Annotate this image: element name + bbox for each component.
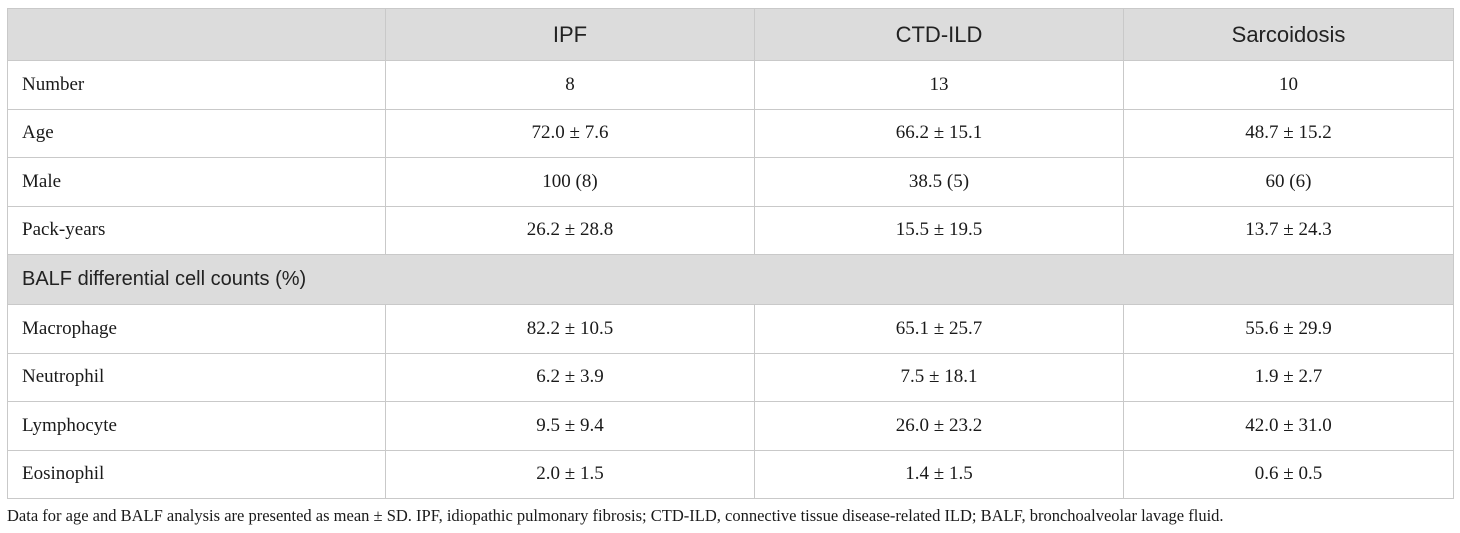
row-label: Lymphocyte bbox=[7, 401, 386, 451]
cell-value: 38.5 (5) bbox=[754, 157, 1124, 207]
cell-value: 82.2 ± 10.5 bbox=[385, 304, 755, 354]
header-cell-empty bbox=[7, 8, 386, 61]
cell-value: 13.7 ± 24.3 bbox=[1123, 205, 1454, 255]
table-row: Pack-years 26.2 ± 28.8 15.5 ± 19.5 13.7 … bbox=[7, 205, 1454, 255]
row-label: Number bbox=[7, 60, 386, 110]
table-container: IPF CTD-ILD Sarcoidosis Number 8 13 10 A… bbox=[7, 8, 1454, 499]
cell-value: 65.1 ± 25.7 bbox=[754, 304, 1124, 354]
table-row: Lymphocyte 9.5 ± 9.4 26.0 ± 23.2 42.0 ± … bbox=[7, 401, 1454, 451]
table-row: Age 72.0 ± 7.6 66.2 ± 15.1 48.7 ± 15.2 bbox=[7, 108, 1454, 158]
table-row: Number 8 13 10 bbox=[7, 60, 1454, 110]
cell-value: 66.2 ± 15.1 bbox=[754, 108, 1124, 158]
cell-value: 48.7 ± 15.2 bbox=[1123, 108, 1454, 158]
row-label: Pack-years bbox=[7, 205, 386, 255]
cell-value: 26.2 ± 28.8 bbox=[385, 205, 755, 255]
row-label: Age bbox=[7, 108, 386, 158]
row-label: Male bbox=[7, 157, 386, 207]
table-row: Neutrophil 6.2 ± 3.9 7.5 ± 18.1 1.9 ± 2.… bbox=[7, 352, 1454, 402]
table-header-row: IPF CTD-ILD Sarcoidosis bbox=[7, 8, 1454, 61]
cell-value: 10 bbox=[1123, 60, 1454, 110]
cell-value: 9.5 ± 9.4 bbox=[385, 401, 755, 451]
row-label: Neutrophil bbox=[7, 352, 386, 402]
cell-value: 13 bbox=[754, 60, 1124, 110]
cell-value: 0.6 ± 0.5 bbox=[1123, 449, 1454, 499]
cell-value: 1.9 ± 2.7 bbox=[1123, 352, 1454, 402]
patient-characteristics-table: IPF CTD-ILD Sarcoidosis Number 8 13 10 A… bbox=[7, 8, 1454, 499]
header-cell-ipf: IPF bbox=[385, 8, 755, 61]
cell-value: 8 bbox=[385, 60, 755, 110]
cell-value: 1.4 ± 1.5 bbox=[754, 449, 1124, 499]
cell-value: 60 (6) bbox=[1123, 157, 1454, 207]
section-label: BALF differential cell counts (%) bbox=[7, 254, 1454, 305]
header-cell-sarcoidosis: Sarcoidosis bbox=[1123, 8, 1454, 61]
section-header-row: BALF differential cell counts (%) bbox=[7, 254, 1454, 305]
cell-value: 2.0 ± 1.5 bbox=[385, 449, 755, 499]
cell-value: 15.5 ± 19.5 bbox=[754, 205, 1124, 255]
table-row: Male 100 (8) 38.5 (5) 60 (6) bbox=[7, 157, 1454, 207]
cell-value: 7.5 ± 18.1 bbox=[754, 352, 1124, 402]
row-label: Macrophage bbox=[7, 304, 386, 354]
row-label: Eosinophil bbox=[7, 449, 386, 499]
cell-value: 6.2 ± 3.9 bbox=[385, 352, 755, 402]
cell-value: 55.6 ± 29.9 bbox=[1123, 304, 1454, 354]
cell-value: 72.0 ± 7.6 bbox=[385, 108, 755, 158]
table-footnote: Data for age and BALF analysis are prese… bbox=[7, 506, 1224, 525]
cell-value: 26.0 ± 23.2 bbox=[754, 401, 1124, 451]
cell-value: 100 (8) bbox=[385, 157, 755, 207]
table-row: Eosinophil 2.0 ± 1.5 1.4 ± 1.5 0.6 ± 0.5 bbox=[7, 449, 1454, 499]
cell-value: 42.0 ± 31.0 bbox=[1123, 401, 1454, 451]
header-cell-ctd-ild: CTD-ILD bbox=[754, 8, 1124, 61]
table-row: Macrophage 82.2 ± 10.5 65.1 ± 25.7 55.6 … bbox=[7, 304, 1454, 354]
